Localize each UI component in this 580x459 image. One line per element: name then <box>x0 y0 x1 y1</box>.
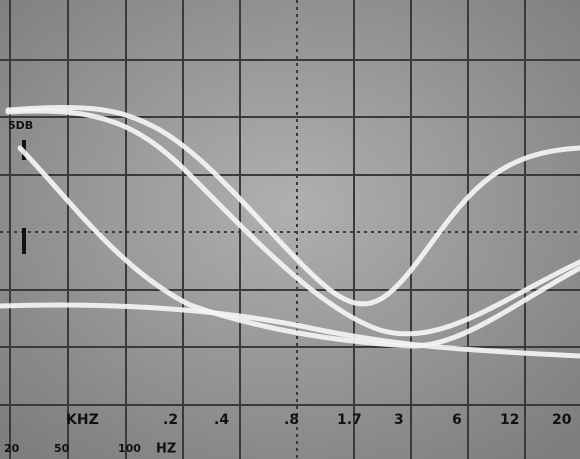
unit-label: HZ <box>156 442 176 457</box>
frequency-label: 12 <box>500 412 519 428</box>
frequency-label: 50 <box>54 442 70 455</box>
frequency-label: .8 <box>284 412 299 428</box>
scale-label: 5DB <box>8 119 33 132</box>
frequency-label: 6 <box>452 412 462 428</box>
response-curve <box>17 145 580 349</box>
unit-label: KHZ <box>66 412 99 428</box>
frequency-label: .2 <box>163 412 178 428</box>
frequency-label: 100 <box>118 442 141 455</box>
response-curve <box>5 105 580 307</box>
frequency-label: .4 <box>214 412 229 428</box>
frequency-label: 3 <box>394 412 404 428</box>
response-curve <box>0 302 580 359</box>
frequency-label: 20 <box>4 442 20 455</box>
frequency-label: 20 <box>552 412 572 428</box>
response-curve <box>5 108 580 337</box>
frequency-label: 1.7 <box>337 412 362 428</box>
